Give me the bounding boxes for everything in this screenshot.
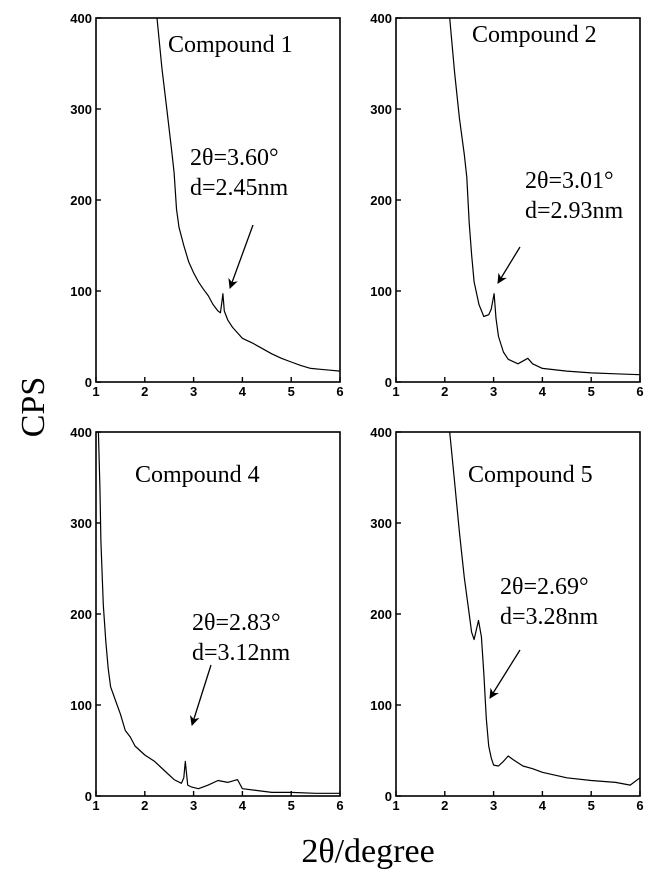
y-tick-label: 200 <box>70 193 92 208</box>
chart-panel-4: 1 2 3 4 5 6 0 100 200 300 400 Compound 5 2θ=2.69° d=3… <box>370 425 643 813</box>
y-tick-label: 400 <box>370 11 392 26</box>
peak-annotation: 2θ=2.69° <box>500 574 589 600</box>
x-tick-label: 3 <box>190 384 197 399</box>
x-tick-label: 4 <box>539 384 547 399</box>
y-axis-title: CPS <box>15 377 52 438</box>
x-tick-label: 2 <box>441 384 448 399</box>
x-tick-label: 2 <box>141 384 148 399</box>
y-tick-label: 400 <box>370 425 392 440</box>
y-tick-label: 0 <box>385 375 392 390</box>
peak-arrow <box>189 664 212 726</box>
x-tick-label: 6 <box>336 384 343 399</box>
x-tick-label: 5 <box>588 384 595 399</box>
x-tick-label: 2 <box>141 798 148 813</box>
x-tick-label: 6 <box>636 798 643 813</box>
panel-title: Compound 1 <box>168 32 293 58</box>
peak-annotation: d=2.45nm <box>190 175 289 201</box>
y-tick-label: 0 <box>385 789 392 804</box>
x-tick-label: 3 <box>490 798 497 813</box>
y-tick-label: 400 <box>70 425 92 440</box>
x-tick-label: 1 <box>92 798 99 813</box>
panel-title: Compound 5 <box>468 462 593 488</box>
x-tick-label: 1 <box>392 384 399 399</box>
series-line <box>449 432 640 786</box>
series-line <box>97 432 340 794</box>
x-tick-label: 5 <box>288 384 295 399</box>
panel-title: Compound 2 <box>472 22 597 48</box>
x-tick-label: 2 <box>441 798 448 813</box>
y-tick-label: 300 <box>370 516 392 531</box>
y-tick-label: 200 <box>70 607 92 622</box>
peak-arrow <box>489 649 521 699</box>
chart-panel-2: 1 2 3 4 5 6 0 100 200 300 400 Compound 2 2θ=3.01° d=2… <box>370 11 643 399</box>
y-tick-label: 200 <box>370 193 392 208</box>
peak-annotation: 2θ=3.60° <box>190 145 279 171</box>
peak-arrow <box>497 246 521 284</box>
x-axis-title: 2θ/degree <box>301 833 434 870</box>
y-tick-label: 0 <box>85 789 92 804</box>
y-tick-label: 300 <box>70 102 92 117</box>
x-tick-label: 1 <box>92 384 99 399</box>
y-tick-label: 300 <box>370 102 392 117</box>
x-tick-label: 5 <box>588 798 595 813</box>
x-tick-label: 6 <box>336 798 343 813</box>
x-tick-label: 3 <box>190 798 197 813</box>
chart-panel-1: 1 2 3 4 5 6 0 100 200 300 400 Compound 1 2θ=3.60° d=2… <box>70 11 343 399</box>
peak-annotation: 2θ=3.01° <box>525 168 614 194</box>
x-tick-label: 4 <box>539 798 547 813</box>
y-tick-label: 100 <box>70 698 92 713</box>
peak-annotation: 2θ=2.83° <box>192 610 281 636</box>
x-tick-label: 5 <box>288 798 295 813</box>
x-tick-label: 3 <box>490 384 497 399</box>
series-line <box>449 18 640 376</box>
peak-arrow <box>228 224 254 289</box>
panel-title: Compound 4 <box>135 462 260 488</box>
y-tick-label: 100 <box>370 698 392 713</box>
y-tick-label: 400 <box>70 11 92 26</box>
peak-annotation: d=3.28nm <box>500 604 599 630</box>
x-tick-label: 4 <box>239 384 247 399</box>
y-tick-label: 100 <box>370 284 392 299</box>
peak-annotation: d=2.93nm <box>525 198 624 224</box>
chart-panel-3: 1 2 3 4 5 6 0 100 200 300 400 Compound 4 2θ=2.83° d=3… <box>70 425 343 813</box>
y-tick-label: 0 <box>85 375 92 390</box>
x-tick-label: 4 <box>239 798 247 813</box>
x-tick-label: 1 <box>392 798 399 813</box>
x-tick-label: 6 <box>636 384 643 399</box>
series-line <box>156 18 340 372</box>
y-tick-label: 100 <box>70 284 92 299</box>
peak-annotation: d=3.12nm <box>192 640 291 666</box>
y-tick-label: 200 <box>370 607 392 622</box>
y-tick-label: 300 <box>70 516 92 531</box>
